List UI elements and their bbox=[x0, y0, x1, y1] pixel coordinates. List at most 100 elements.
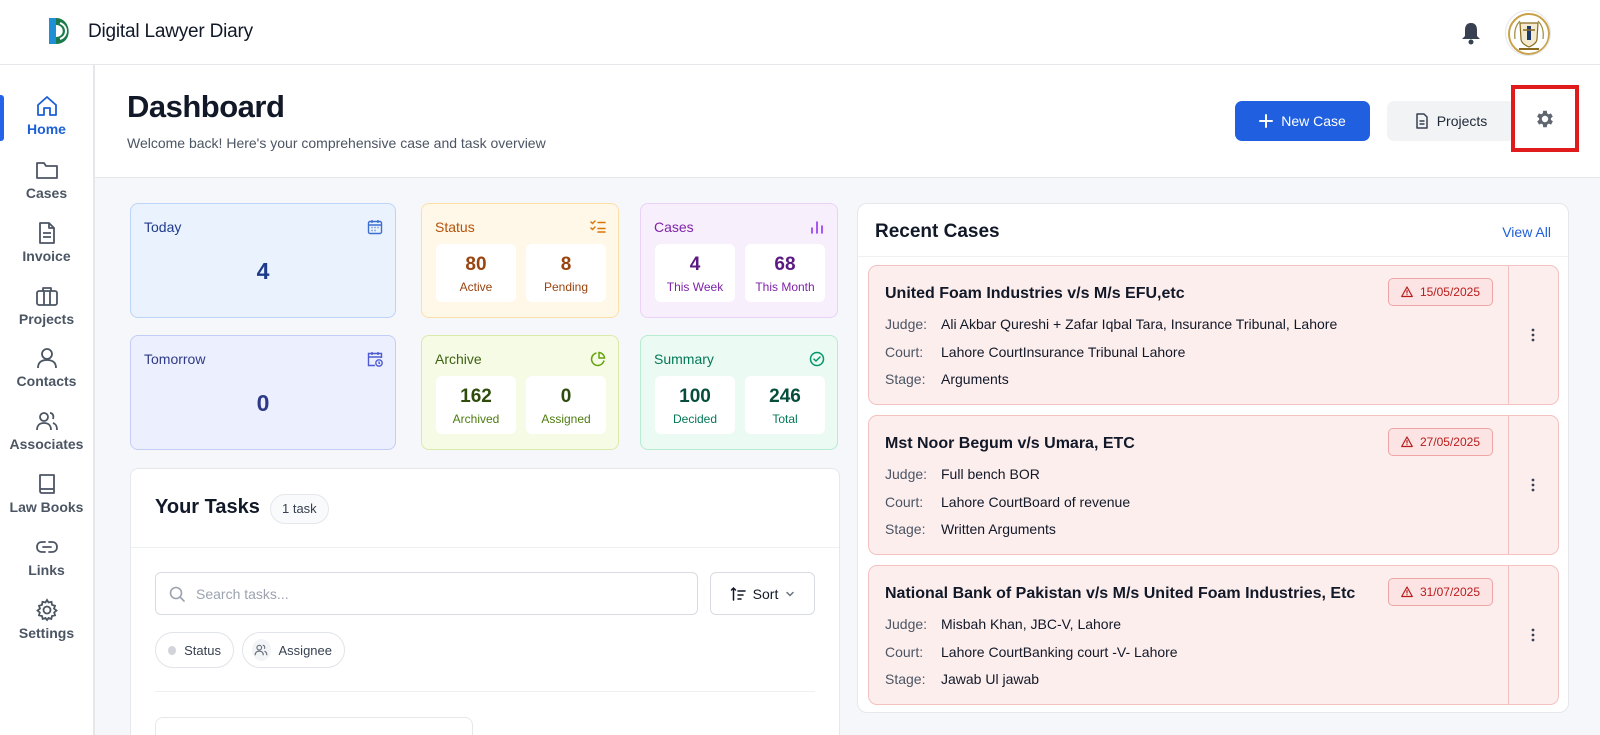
home-icon bbox=[36, 96, 57, 116]
assignee-filter-chip[interactable]: Assignee bbox=[242, 632, 345, 668]
sidebar-item-law-books[interactable]: Law Books bbox=[0, 472, 93, 528]
assigned-label: Assigned bbox=[541, 412, 591, 426]
active-indicator bbox=[0, 95, 4, 141]
warning-icon bbox=[1401, 586, 1413, 598]
archived-label: Archived bbox=[452, 412, 500, 426]
today-card[interactable]: Today 4 bbox=[130, 203, 396, 318]
judge-value: Ali Akbar Qureshi + Zafar Iqbal Tara, In… bbox=[941, 316, 1338, 332]
archived-count: 162 bbox=[460, 386, 492, 407]
app-logo[interactable] bbox=[46, 14, 74, 48]
case-title: National Bank of Pakistan v/s M/s United… bbox=[885, 585, 1356, 602]
this-week-label: This Week bbox=[666, 280, 724, 294]
card-title: Archive bbox=[435, 351, 482, 367]
sidebar-item-home[interactable]: Home bbox=[0, 94, 93, 150]
case-card[interactable]: National Bank of Pakistan v/s M/s United… bbox=[868, 565, 1559, 705]
chevron-down-icon bbox=[786, 591, 795, 597]
active-label: Active bbox=[459, 280, 493, 294]
divider bbox=[858, 256, 1568, 257]
total-stat: 246 Total bbox=[745, 376, 825, 434]
sidebar-item-contacts[interactable]: Contacts bbox=[0, 346, 93, 402]
sidebar-item-label: Home bbox=[27, 121, 66, 137]
sidebar-item-associates[interactable]: Associates bbox=[0, 409, 93, 465]
case-card[interactable]: Mst Noor Begum v/s Umara, ETC 27/05/2025… bbox=[868, 415, 1559, 555]
total-label: Total bbox=[772, 412, 798, 426]
search-input[interactable] bbox=[196, 573, 686, 614]
new-case-button[interactable]: New Case bbox=[1235, 101, 1370, 141]
hearing-date-badge: 31/07/2025 bbox=[1387, 578, 1493, 606]
tomorrow-count: 0 bbox=[256, 390, 270, 416]
sort-label: Sort bbox=[752, 585, 779, 602]
projects-label: Projects bbox=[1436, 113, 1488, 129]
court-label: Court: bbox=[885, 644, 924, 660]
status-filter-chip[interactable]: Status bbox=[155, 632, 234, 668]
sidebar-item-label: Invoice bbox=[22, 248, 71, 264]
more-vertical-icon bbox=[1531, 628, 1535, 642]
sidebar-item-cases[interactable]: Cases bbox=[0, 158, 93, 214]
sidebar-item-settings[interactable]: Settings bbox=[0, 598, 93, 654]
more-vertical-icon bbox=[1531, 478, 1535, 492]
this-month-count: 68 bbox=[774, 254, 796, 275]
stage-value: Jawab Ul jawab bbox=[941, 671, 1040, 687]
case-card[interactable]: United Foam Industries v/s M/s EFU,etc 1… bbox=[868, 265, 1559, 405]
status-card[interactable]: Status 80 Active 8 Pending bbox=[421, 203, 619, 318]
stage-row: Stage: Arguments bbox=[885, 371, 1009, 387]
bell-icon[interactable] bbox=[1460, 21, 1482, 45]
summary-card[interactable]: Summary 100 Decided 246 Total bbox=[640, 335, 838, 450]
check-circle-icon bbox=[809, 351, 825, 367]
hearing-date: 15/05/2025 bbox=[1419, 285, 1480, 299]
status-filter-label: Status bbox=[184, 642, 221, 658]
cases-card[interactable]: Cases 4 This Week 68 This Month bbox=[640, 203, 838, 318]
sidebar-item-links[interactable]: Links bbox=[0, 535, 93, 591]
stage-label: Stage: bbox=[885, 671, 926, 687]
archive-card[interactable]: Archive 162 Archived 0 Assigned bbox=[421, 335, 619, 450]
today-count: 4 bbox=[256, 258, 270, 284]
sidebar-item-label: Associates bbox=[9, 436, 84, 452]
sidebar: Home Cases Invoice Projects Contacts Ass… bbox=[0, 65, 95, 735]
view-all-link[interactable]: View All bbox=[1502, 224, 1551, 240]
more-options-button[interactable] bbox=[1524, 474, 1542, 496]
new-case-label: New Case bbox=[1281, 113, 1346, 129]
pending-stat: 8 Pending bbox=[526, 244, 606, 302]
calendar-icon bbox=[367, 220, 383, 235]
divider bbox=[1508, 266, 1509, 404]
task-list-item[interactable] bbox=[155, 717, 473, 735]
sort-button[interactable]: Sort bbox=[710, 572, 815, 615]
sidebar-item-projects[interactable]: Projects bbox=[0, 284, 93, 340]
user-avatar[interactable] bbox=[1505, 10, 1551, 56]
more-options-button[interactable] bbox=[1524, 624, 1542, 646]
judge-value: Full bench BOR bbox=[941, 466, 1040, 482]
court-label: Court: bbox=[885, 344, 924, 360]
court-value: Lahore CourtBanking court -V- Lahore bbox=[941, 644, 1178, 660]
settings-gear-button[interactable] bbox=[1511, 85, 1579, 152]
court-row: Court: Lahore CourtBoard of revenue bbox=[885, 494, 1130, 510]
decided-label: Decided bbox=[672, 412, 718, 426]
sidebar-item-label: Links bbox=[28, 562, 65, 578]
tasks-title: Your Tasks bbox=[155, 496, 260, 518]
sidebar-item-invoice[interactable]: Invoice bbox=[0, 221, 93, 277]
pie-chart-icon bbox=[590, 351, 606, 367]
user-icon bbox=[36, 348, 57, 369]
card-title: Tomorrow bbox=[144, 351, 206, 367]
tomorrow-card[interactable]: Tomorrow 0 bbox=[130, 335, 396, 450]
total-count: 246 bbox=[769, 386, 801, 407]
court-value: Lahore CourtBoard of revenue bbox=[941, 494, 1131, 510]
assigned-count: 0 bbox=[560, 386, 572, 407]
divider bbox=[1508, 566, 1509, 704]
warning-icon bbox=[1401, 436, 1413, 448]
stage-value: Written Arguments bbox=[941, 521, 1056, 537]
gear-icon bbox=[35, 598, 58, 622]
card-title: Today bbox=[144, 219, 182, 235]
decided-count: 100 bbox=[679, 386, 711, 407]
more-options-button[interactable] bbox=[1524, 324, 1542, 346]
judge-row: Judge: Ali Akbar Qureshi + Zafar Iqbal Ta… bbox=[885, 316, 1337, 332]
active-count: 80 bbox=[465, 254, 487, 275]
briefcase-icon bbox=[35, 287, 58, 306]
recent-cases-title: Recent Cases bbox=[875, 221, 1000, 242]
divider bbox=[155, 691, 815, 692]
pending-label: Pending bbox=[543, 280, 589, 294]
folder-icon bbox=[35, 162, 58, 179]
projects-button[interactable]: Projects bbox=[1387, 101, 1515, 141]
card-title: Cases bbox=[654, 219, 694, 235]
task-search[interactable] bbox=[155, 572, 698, 615]
judge-row: Judge: Misbah Khan, JBC-V, Lahore bbox=[885, 616, 1121, 632]
